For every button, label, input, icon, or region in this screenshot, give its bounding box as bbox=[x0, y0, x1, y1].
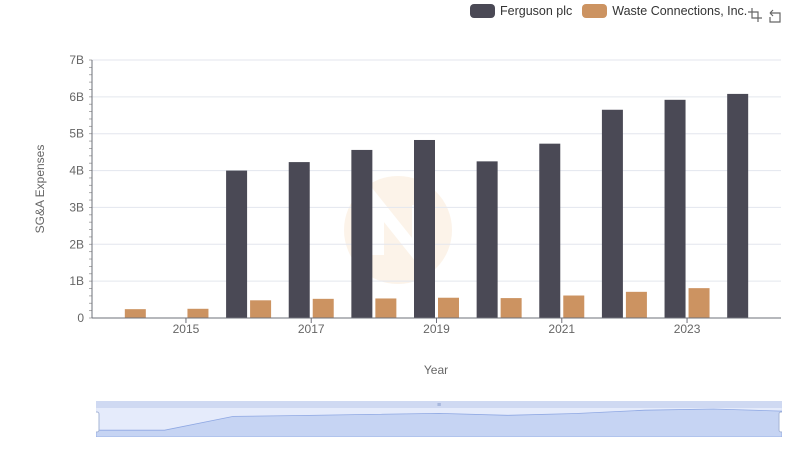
bar-ferguson-2024[interactable] bbox=[727, 93, 749, 318]
x-tick-label: 2017 bbox=[298, 322, 325, 336]
bar-waste-connections-2017[interactable] bbox=[312, 298, 334, 318]
bar-waste-connections-2015[interactable] bbox=[187, 308, 209, 318]
x-tick-label: 2015 bbox=[173, 322, 200, 336]
y-axis-label: SG&A Expenses bbox=[33, 145, 47, 234]
y-tick-label: 4B bbox=[69, 164, 84, 178]
bar-ferguson-2021[interactable] bbox=[539, 143, 561, 318]
bar-ferguson-2020[interactable] bbox=[476, 161, 498, 318]
bar-ferguson-2022[interactable] bbox=[601, 109, 623, 318]
y-tick-label: 3B bbox=[69, 200, 84, 214]
zoom-slider-graphic: ≡ bbox=[92, 400, 786, 438]
bar-ferguson-2016[interactable] bbox=[226, 170, 248, 318]
bars bbox=[124, 93, 749, 318]
bar-waste-connections-2016[interactable] bbox=[250, 300, 272, 318]
y-tick-label: 7B bbox=[69, 53, 84, 67]
bar-waste-connections-2019[interactable] bbox=[438, 297, 459, 318]
zoom-slider-left-handle[interactable] bbox=[92, 411, 100, 433]
bar-ferguson-2017[interactable] bbox=[288, 162, 310, 318]
legend-item-waste-connections[interactable]: Waste Connections, Inc. bbox=[582, 4, 747, 18]
y-axis-ticks: 0 1B 2B 3B 4B 5B 6B 7B bbox=[69, 53, 92, 325]
x-axis-ticks: 2015 2017 2019 2021 2023 bbox=[173, 318, 701, 336]
bar-waste-connections-2018[interactable] bbox=[375, 298, 397, 318]
zoom-reset-icon[interactable] bbox=[767, 7, 783, 23]
zoom-slider-center-handle[interactable]: ≡ bbox=[437, 402, 441, 409]
y-tick-label: 0 bbox=[77, 311, 84, 325]
legend: Ferguson plc Waste Connections, Inc. bbox=[470, 4, 757, 18]
zoom-slider-right-handle[interactable] bbox=[778, 411, 786, 433]
legend-label-waste-connections: Waste Connections, Inc. bbox=[612, 4, 748, 18]
bar-waste-connections-2014[interactable] bbox=[124, 309, 146, 318]
legend-swatch-waste-connections bbox=[582, 4, 608, 18]
legend-item-ferguson[interactable]: Ferguson plc bbox=[470, 4, 572, 18]
bar-waste-connections-2022[interactable] bbox=[625, 291, 647, 318]
zoom-select-icon[interactable] bbox=[747, 7, 763, 23]
bar-waste-connections-2023[interactable] bbox=[688, 288, 710, 318]
bar-ferguson-2023[interactable] bbox=[664, 99, 686, 318]
x-tick-label: 2019 bbox=[423, 322, 450, 336]
bar-waste-connections-2020[interactable] bbox=[500, 298, 522, 318]
zoom-slider-preview bbox=[95, 408, 783, 438]
y-tick-label: 6B bbox=[69, 90, 84, 104]
x-axis-label: Year bbox=[424, 363, 448, 377]
zoom-slider[interactable]: ≡ bbox=[92, 400, 786, 438]
bar-ferguson-2018[interactable] bbox=[351, 149, 373, 318]
legend-label-ferguson: Ferguson plc bbox=[500, 4, 573, 18]
y-tick-label: 1B bbox=[69, 274, 84, 288]
x-tick-label: 2021 bbox=[548, 322, 575, 336]
y-tick-label: 5B bbox=[69, 127, 84, 141]
bar-waste-connections-2021[interactable] bbox=[563, 295, 585, 318]
y-tick-label: 2B bbox=[69, 237, 84, 251]
bar-ferguson-2019[interactable] bbox=[414, 139, 435, 318]
legend-swatch-ferguson bbox=[470, 4, 495, 18]
toolbox bbox=[747, 7, 787, 23]
zoom-slider-top-bar[interactable] bbox=[96, 401, 782, 408]
x-tick-label: 2023 bbox=[674, 322, 701, 336]
